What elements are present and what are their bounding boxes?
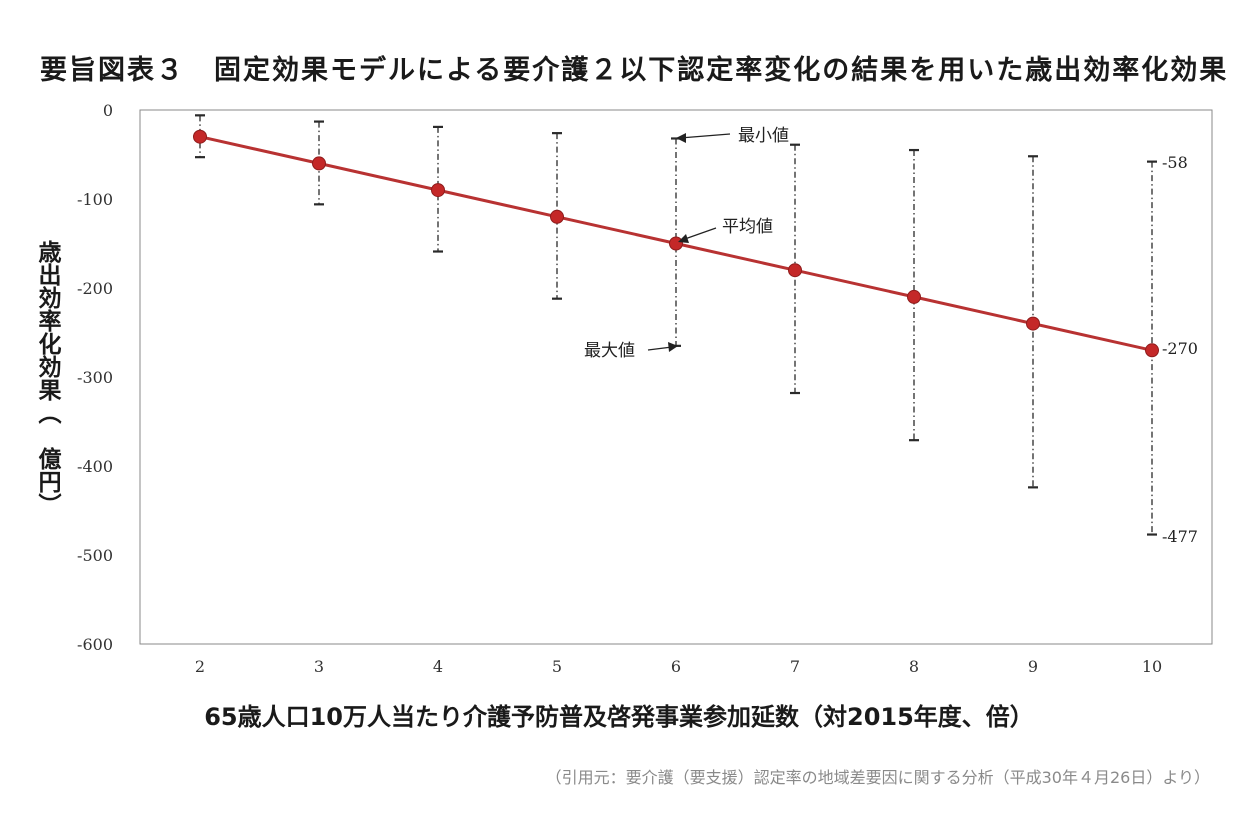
data-label-min-end: -58 xyxy=(1162,153,1188,172)
y-tick-label: 0 xyxy=(103,101,113,120)
mean-point xyxy=(431,183,445,198)
y-tick-label: -600 xyxy=(77,635,113,654)
x-tick-label: 5 xyxy=(552,657,562,676)
x-tick-label: 9 xyxy=(1028,657,1038,676)
annotation-max-label: 最大値 xyxy=(584,341,635,361)
annotation-min-arrow xyxy=(679,133,731,139)
y-tick-label: -100 xyxy=(77,190,113,209)
annotation-mean-label: 平均値 xyxy=(722,217,773,237)
y-tick-label: -200 xyxy=(77,279,113,298)
data-label-max-end: -477 xyxy=(1162,527,1198,546)
x-tick-label: 2 xyxy=(195,657,205,676)
mean-point xyxy=(788,263,802,278)
mean-series xyxy=(193,129,1159,358)
annotation-min: 最小値 xyxy=(676,126,789,146)
mean-point xyxy=(907,289,921,304)
mean-point xyxy=(669,236,683,251)
mean-point xyxy=(1026,316,1040,331)
data-label-mean-end: -270 xyxy=(1162,339,1198,358)
x-tick-label: 3 xyxy=(314,657,324,676)
mean-point xyxy=(193,129,207,144)
x-tick-label: 10 xyxy=(1142,657,1162,676)
y-tick-label: -400 xyxy=(77,457,113,476)
mean-point xyxy=(1145,343,1159,358)
annotation-min-arrowhead xyxy=(676,133,686,143)
x-axis-label: 65歳人口10万人当たり介護予防普及啓発事業参加延数（対2015年度、倍） xyxy=(204,703,1034,731)
x-tick-label: 7 xyxy=(790,657,800,676)
annotation-min-label: 最小値 xyxy=(738,126,789,146)
annotation-max: 最大値 xyxy=(584,341,678,361)
y-tick-label: -300 xyxy=(77,368,113,387)
annotation-max-arrowhead xyxy=(668,342,678,352)
x-tick-label: 8 xyxy=(909,657,919,676)
error-bars xyxy=(195,114,1157,536)
x-tick-label: 4 xyxy=(433,657,443,676)
annotation-mean: 平均値 xyxy=(678,217,773,243)
y-axis-label: 歳出効率化効果（ 億円） xyxy=(34,240,60,516)
mean-point xyxy=(550,209,564,224)
annotation-max-arrow xyxy=(647,346,673,351)
y-tick-label: -500 xyxy=(77,546,113,565)
source-citation: （引用元：要介護（要支援）認定率の地域差要因に関する分析（平成30年４月26日）… xyxy=(545,768,1210,787)
mean-point xyxy=(312,156,326,171)
chart-title: 要旨図表３ 固定効果モデルによる要介護２以下認定率変化の結果を用いた歳出効率化効… xyxy=(40,55,1229,86)
annotation-mean-arrow xyxy=(681,227,717,241)
y-axis-ticks: 0 -100 -200 -300 -400 -500 -600 xyxy=(77,101,113,654)
x-axis-ticks: 2 3 4 5 6 7 8 9 10 xyxy=(195,657,1162,676)
plot-area-frame xyxy=(139,109,1213,645)
x-tick-label: 6 xyxy=(671,657,681,676)
annotation-mean-arrowhead xyxy=(678,234,689,243)
